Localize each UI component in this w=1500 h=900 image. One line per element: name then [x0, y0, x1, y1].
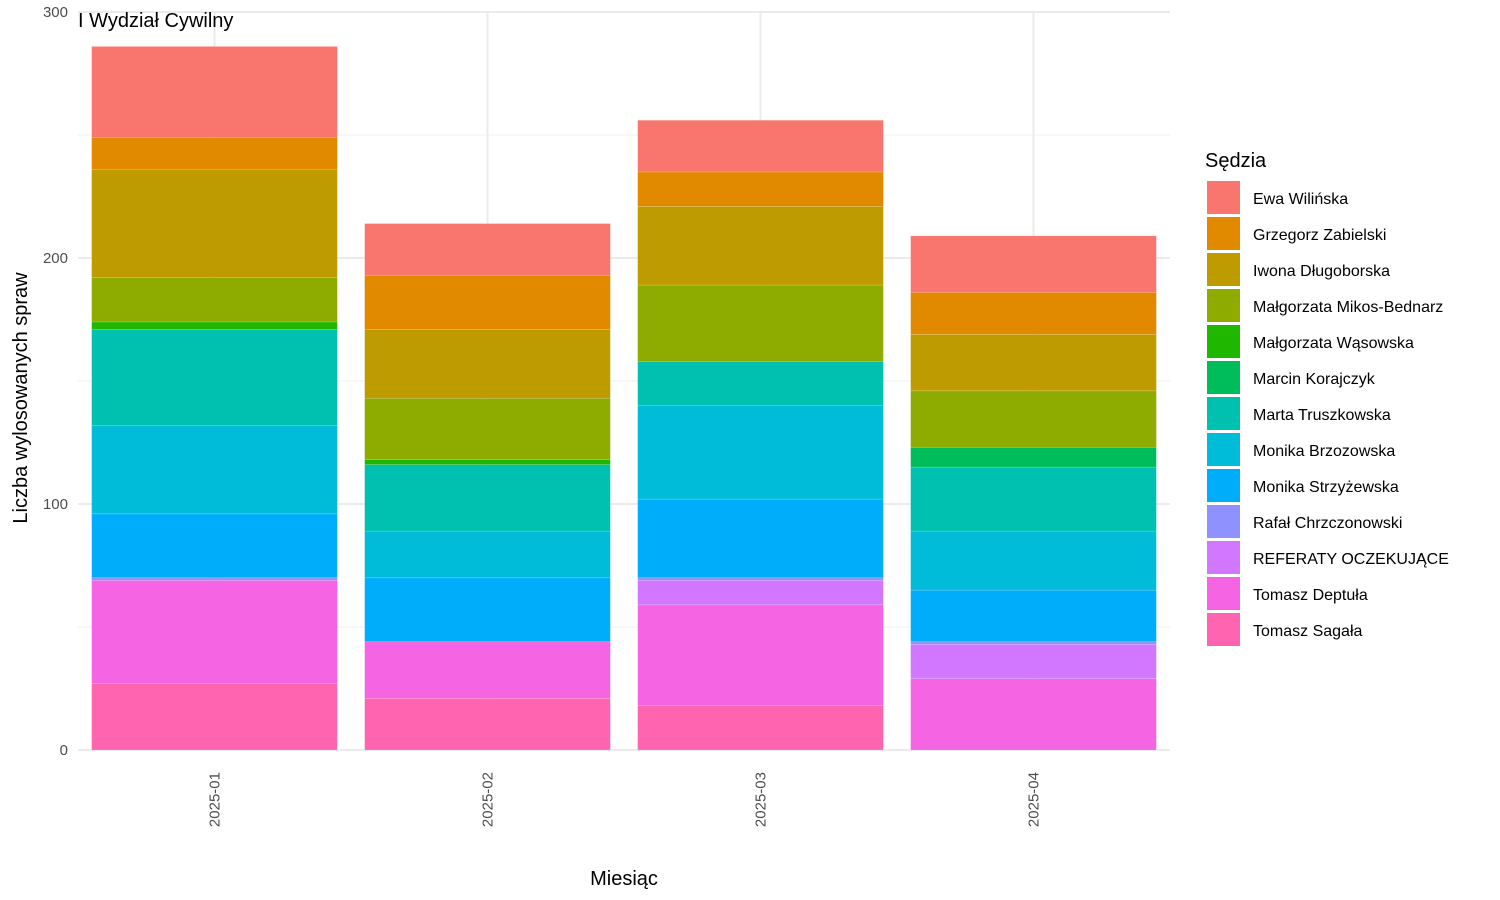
legend-items: Ewa Wilińska Grzegorz Zabielski Iwona Dług…	[1207, 181, 1449, 646]
legend-swatch	[1207, 253, 1240, 286]
bar-segment	[91, 321, 338, 330]
bar-segment	[910, 447, 1157, 468]
bar-segment	[364, 459, 611, 465]
bar-segment	[910, 466, 1157, 532]
legend-label: Marcin Korajczyk	[1253, 371, 1376, 388]
bar-segment	[910, 589, 1157, 643]
legend-label: Marta Truszkowska	[1253, 407, 1391, 424]
bar-segment	[637, 604, 884, 707]
bar-segment	[91, 513, 338, 579]
bar-segment	[364, 223, 611, 276]
bar-segment	[637, 705, 884, 751]
legend-swatch	[1207, 505, 1240, 538]
bar-segment	[637, 579, 884, 606]
bar-segment	[91, 277, 338, 323]
bar-segment	[364, 577, 611, 643]
y-tick-label: 200	[43, 250, 68, 267]
legend: Sędzia Ewa Wilińska Grzegorz Zabielski Iwo…	[1205, 150, 1449, 646]
y-tick-label: 100	[43, 496, 68, 513]
bar-segment	[364, 274, 611, 330]
x-axis-title: Miesiąc	[590, 868, 658, 890]
legend-label: Monika Strzyżewska	[1253, 479, 1399, 496]
legend-swatch	[1207, 613, 1240, 646]
bar-segment	[637, 171, 884, 207]
legend-swatch	[1207, 469, 1240, 502]
legend-label: Małgorzata Wąsowska	[1253, 335, 1414, 352]
bar-segment	[637, 405, 884, 500]
bar-segment	[364, 464, 611, 532]
legend-swatch	[1207, 541, 1240, 574]
legend-label: Monika Brzozowska	[1253, 443, 1395, 460]
x-axis-ticks: 2025-01 2025-02 2025-03 2025-04	[207, 772, 1043, 827]
bar-segment	[910, 643, 1157, 679]
legend-swatch	[1207, 325, 1240, 358]
legend-swatch	[1207, 361, 1240, 394]
bar-segment	[910, 333, 1157, 392]
bar-segment	[364, 530, 611, 579]
legend-label: Rafał Chrzczonowski	[1253, 515, 1402, 532]
x-tick-label: 2025-02	[480, 772, 497, 827]
bar-segment	[637, 361, 884, 406]
legend-label: REFERATY OCZEKUJĄCE	[1253, 551, 1449, 568]
legend-label: Małgorzata Mikos-Bednarz	[1253, 299, 1443, 316]
bar-segment	[91, 577, 338, 581]
bar-segment	[637, 206, 884, 286]
legend-swatch	[1207, 577, 1240, 610]
bar-segment	[91, 683, 338, 751]
bar-segment	[637, 119, 884, 173]
bar-segment	[91, 424, 338, 515]
bar-segment	[910, 390, 1157, 448]
legend-swatch	[1207, 289, 1240, 322]
x-tick-label: 2025-04	[1026, 772, 1043, 827]
bar-segment	[91, 46, 338, 138]
x-tick-label: 2025-03	[753, 772, 770, 827]
bar-segment	[910, 530, 1157, 591]
legend-label: Iwona Długoborska	[1253, 263, 1390, 280]
bar-segment	[364, 329, 611, 399]
bar-segment	[364, 641, 611, 699]
legend-label: Ewa Wilińska	[1253, 191, 1348, 208]
legend-title: Sędzia	[1205, 150, 1267, 172]
bar-segment	[910, 678, 1157, 751]
bar-segment	[364, 698, 611, 751]
bar-segment	[910, 235, 1157, 293]
bar-segment	[91, 579, 338, 684]
bar-segment	[91, 137, 338, 170]
bar-segment	[637, 284, 884, 362]
legend-swatch	[1207, 181, 1240, 214]
bars-layer	[91, 46, 1157, 751]
bar-segment	[910, 292, 1157, 335]
bar-segment	[637, 498, 884, 579]
legend-swatch	[1207, 433, 1240, 466]
bar-segment	[91, 329, 338, 426]
legend-label: Tomasz Deptuła	[1253, 587, 1368, 604]
chart-title: I Wydział Cywilny	[78, 10, 233, 32]
legend-swatch	[1207, 397, 1240, 430]
bar-segment	[91, 169, 338, 278]
bar-segment	[910, 641, 1157, 645]
y-tick-label: 0	[60, 742, 68, 759]
legend-label: Tomasz Sagała	[1253, 623, 1362, 640]
y-axis-title: Liczba wylosowanych spraw	[10, 272, 32, 524]
bar-segment	[637, 577, 884, 581]
legend-swatch	[1207, 217, 1240, 250]
y-axis-ticks: 0 100 200 300	[43, 4, 68, 759]
x-tick-label: 2025-01	[207, 772, 224, 827]
y-tick-label: 300	[43, 4, 68, 21]
legend-label: Grzegorz Zabielski	[1253, 227, 1386, 244]
bar-segment	[364, 397, 611, 461]
